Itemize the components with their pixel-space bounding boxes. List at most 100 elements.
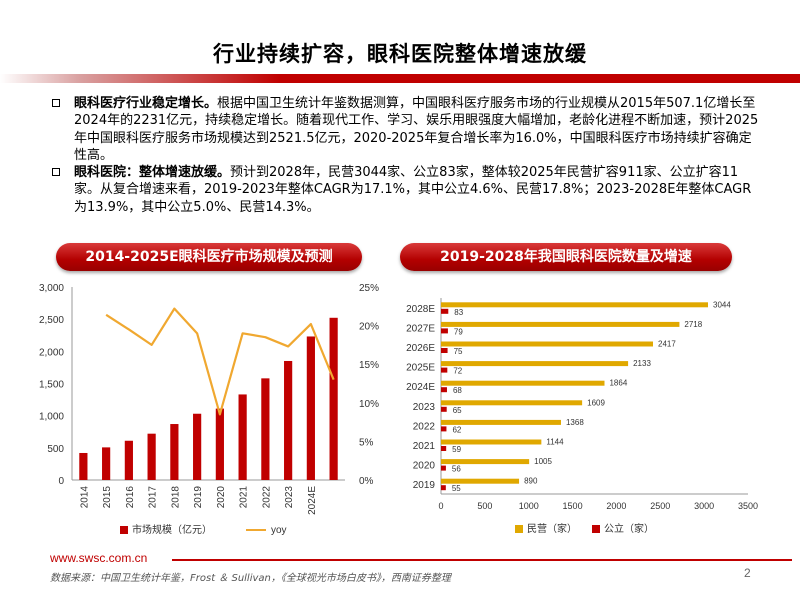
market-size-bar	[124, 440, 133, 480]
y-category-label: 2024E	[406, 382, 435, 393]
private-hospital-value: 2718	[684, 320, 702, 329]
private-hospital-value: 1368	[566, 418, 584, 427]
private-hospital-bar	[441, 341, 654, 347]
public-hospital-bar	[441, 485, 446, 491]
title-divider	[0, 74, 800, 83]
private-hospital-value: 1005	[534, 457, 552, 466]
market-size-bar	[147, 433, 156, 480]
page-number: 2	[744, 566, 751, 580]
square-bullet-icon	[52, 168, 60, 177]
chart-right-title: 2019-2028年我国眼科医院数量及增速	[400, 243, 732, 271]
market-size-bar	[215, 408, 224, 480]
x-tick-label: 2500	[650, 501, 670, 511]
public-hospital-bar	[441, 328, 448, 334]
x-tick-label: 2022	[261, 486, 272, 509]
y-left-tick-label: 1,500	[39, 380, 64, 391]
x-tick-label: 500	[477, 501, 492, 511]
x-tick-label: 3000	[694, 501, 714, 511]
x-tick-label: 2015	[102, 486, 113, 509]
x-tick-label: 0	[438, 501, 443, 511]
y-right-tick-label: 25%	[359, 283, 379, 294]
legend-private-label: 民营（家）	[527, 522, 577, 535]
public-hospital-value: 68	[453, 386, 462, 395]
public-hospital-value: 79	[454, 327, 463, 336]
public-hospital-value: 65	[453, 406, 462, 415]
market-size-bar	[79, 452, 88, 480]
x-tick-label: 1500	[563, 501, 583, 511]
market-size-chart: 0 500 1,000 1,500 2,000 2,500 3,000 0% 5% 10% 15% 2…	[39, 283, 379, 536]
public-hospital-value: 72	[453, 367, 462, 376]
private-hospital-bar	[441, 478, 520, 484]
market-size-bar	[102, 447, 111, 480]
private-hospital-value: 3044	[713, 300, 731, 309]
chart-left-title: 2014-2025E眼科医疗市场规模及预测	[56, 243, 362, 271]
public-hospital-bar	[441, 308, 449, 314]
x-tick-label: 3500	[738, 501, 758, 511]
y-left-tick-label: 3,000	[39, 283, 64, 294]
x-tick-label: 2020	[216, 486, 227, 509]
public-hospital-bar	[441, 426, 447, 432]
x-tick-label: 2016	[125, 486, 136, 509]
y-category-label: 2020	[413, 461, 436, 472]
page-title: 行业持续扩容，眼科医院整体增速放缓	[213, 42, 587, 66]
legend-private-swatch	[515, 525, 523, 533]
y-category-label: 2026E	[406, 343, 435, 354]
x-tick-label: 1000	[519, 501, 539, 511]
private-hospital-bar	[441, 400, 583, 406]
x-tick-label: 2017	[148, 486, 159, 509]
x-tick-label: 2018	[170, 486, 181, 509]
x-tick-label: 2014	[79, 486, 90, 509]
public-hospital-value: 55	[452, 484, 461, 493]
private-hospital-bar	[441, 419, 561, 425]
y-left-tick-label: 2,000	[39, 347, 64, 358]
public-hospital-value: 62	[452, 425, 461, 434]
x-tick-label: 2023	[284, 486, 295, 509]
private-hospital-bar	[441, 459, 530, 465]
private-hospital-value: 2133	[633, 359, 651, 368]
y-category-label: 2019	[413, 480, 436, 491]
bullet-list: 眼科医疗行业稳定增长。根据中国卫生统计年鉴数据测算，中国眼科医疗服务市场的行业规…	[50, 95, 762, 216]
bullet-text: 根据中国卫生统计年鉴数据测算，中国眼科医疗服务市场的行业规模从2015年507.…	[74, 96, 759, 163]
private-hospital-value: 890	[524, 477, 538, 486]
square-bullet-icon	[52, 99, 60, 107]
market-size-bar	[261, 378, 270, 480]
y-category-label: 2023	[413, 402, 436, 413]
bullet-text: 预计到2028年，民营3044家、公立83家，整体较2025年民营扩容911家、…	[74, 165, 752, 215]
y-category-label: 2022	[413, 421, 436, 432]
private-hospital-bar	[441, 321, 680, 327]
hospital-count-chart: 0 500 1000 1500 2000 2500 3000 3500 2028E 3044 83 2…	[406, 298, 758, 535]
market-size-bar	[238, 394, 247, 480]
y-left-tick-label: 500	[47, 444, 64, 455]
private-hospital-bar	[441, 361, 629, 367]
public-hospital-value: 59	[452, 445, 461, 454]
y-category-label: 2025E	[406, 363, 435, 374]
market-size-bar	[170, 424, 179, 480]
x-tick-label: 2024E	[307, 486, 318, 515]
public-hospital-bar	[441, 406, 447, 412]
x-tick-label: 2000	[606, 501, 626, 511]
footer-url[interactable]: www.swsc.com.cn	[50, 551, 148, 565]
legend-public-swatch	[592, 525, 600, 533]
public-hospital-value: 83	[454, 308, 463, 317]
market-size-bar	[284, 360, 293, 480]
footer-divider	[172, 559, 792, 561]
bullet-heading: 眼科医院：整体增速放缓。	[74, 165, 231, 181]
bullet-heading: 眼科医疗行业稳定增长。	[74, 96, 218, 111]
yoy-line	[105, 307, 335, 416]
legend-line-label: yoy	[271, 525, 287, 536]
x-tick-label: 2021	[239, 486, 250, 509]
y-category-label: 2021	[413, 441, 436, 452]
legend-bar-label: 市场规模（亿元）	[132, 523, 212, 536]
legend-public-label: 公立（家）	[604, 522, 654, 535]
y-right-tick-label: 15%	[359, 360, 379, 371]
private-hospital-value: 2417	[658, 340, 676, 349]
market-size-bar	[329, 317, 338, 480]
public-hospital-value: 56	[452, 465, 461, 474]
legend-bar-swatch	[120, 526, 128, 534]
y-right-tick-label: 0%	[359, 476, 374, 487]
market-size-bar	[306, 336, 315, 480]
y-left-tick-label: 1,000	[39, 412, 64, 423]
private-hospital-bar	[441, 380, 605, 386]
public-hospital-bar	[441, 348, 448, 353]
market-size-bar	[193, 413, 202, 480]
